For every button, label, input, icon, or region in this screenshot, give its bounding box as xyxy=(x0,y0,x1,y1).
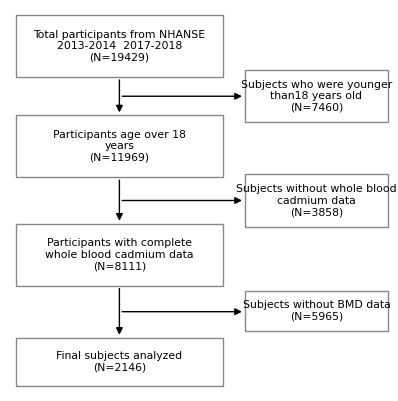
FancyBboxPatch shape xyxy=(245,174,388,227)
Text: Participants with complete
whole blood cadmium data
(N=8111): Participants with complete whole blood c… xyxy=(45,238,194,271)
Text: Subjects who were younger
than18 years old
(N=7460): Subjects who were younger than18 years o… xyxy=(241,80,392,113)
Text: Subjects without whole blood
cadmium data
(N=3858): Subjects without whole blood cadmium dat… xyxy=(236,184,397,217)
Text: Final subjects analyzed
(N=2146): Final subjects analyzed (N=2146) xyxy=(57,351,182,373)
FancyBboxPatch shape xyxy=(16,15,223,77)
FancyBboxPatch shape xyxy=(16,224,223,286)
FancyBboxPatch shape xyxy=(16,338,223,386)
Text: Participants age over 18
years
(N=11969): Participants age over 18 years (N=11969) xyxy=(53,130,186,163)
Text: Total participants from NHANSE
2013-2014  2017-2018
(N=19429): Total participants from NHANSE 2013-2014… xyxy=(33,30,205,63)
FancyBboxPatch shape xyxy=(245,70,388,122)
FancyBboxPatch shape xyxy=(16,115,223,177)
Text: Subjects without BMD data
(N=5965): Subjects without BMD data (N=5965) xyxy=(242,300,390,322)
FancyBboxPatch shape xyxy=(245,291,388,331)
